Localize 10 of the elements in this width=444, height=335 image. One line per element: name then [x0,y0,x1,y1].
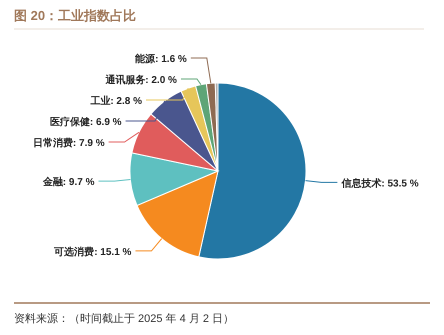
data-label: 能源: 1.6 % [135,54,187,65]
data-label: 金融: 9.7 % [42,177,94,188]
data-label: 工业: 2.8 % [90,96,142,107]
data-label: 信息技术: 53.5 % [341,178,419,190]
data-label: 日常消费: 7.9 % [32,138,105,149]
data-label: 可选消费: 15.1 % [54,246,132,258]
annotation: 资料来源：（时间截止于 2025 年 4 月 2 日） [14,313,234,325]
title: 图 20：工业指数占比 [14,8,136,23]
data-label: 医疗保健: 6.9 % [50,117,122,128]
data-label: 通讯服务: 2.0 % [105,75,177,86]
